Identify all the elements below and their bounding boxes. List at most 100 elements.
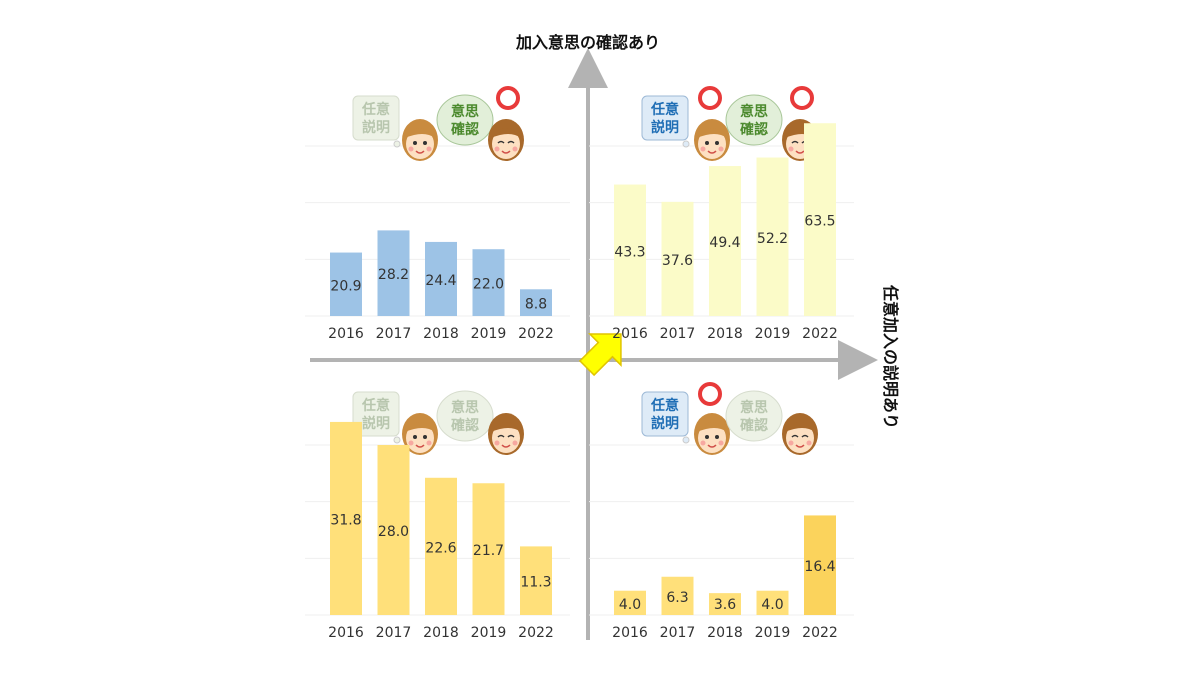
mouth-shape [415,150,425,154]
circle-mark-icon [496,86,520,110]
mouth-shape [501,150,511,154]
explanation-bubble-text: 任意 [361,397,390,414]
fringe-shape [405,128,435,138]
explanation-bubble-text: 任意 [650,397,679,414]
fringe-shape [697,422,727,432]
circle-mark-icon [698,86,722,110]
cheek-shape [426,146,432,152]
confirmation-bubble-text: 意思 [740,103,768,120]
x-tick-label: 2019 [755,625,791,641]
circle-mark-icon [698,382,722,406]
face-shape [492,423,520,453]
face-shape [406,423,434,453]
cheek-shape [700,440,706,446]
eye-shape [413,141,417,145]
cheek-shape [788,146,794,152]
bar [614,590,646,615]
mouth-shape [707,150,717,154]
explanation-bubble-text: 任意 [650,101,679,118]
explanation-bubble-shape [641,391,689,437]
mouth-shape [501,444,511,448]
x-tick-label: 2017 [376,625,412,641]
data-label: 49.4 [709,235,740,251]
bar [330,421,362,615]
vertical-axis-title: 加入意思の確認あり [515,33,660,52]
cheek-shape [408,146,414,152]
eye-shape [423,141,427,145]
bar [756,157,789,316]
data-label: 52.2 [757,231,788,247]
cheek-shape [718,440,724,446]
bubble-tail-shape [393,140,401,148]
bubble-tail-shape [393,436,401,444]
eye-shape [413,435,417,439]
bar [472,483,505,615]
data-label: 11.3 [520,575,551,591]
x-tick-label: 2018 [423,326,459,342]
data-label: 8.8 [525,297,547,313]
bar [756,590,789,615]
confirmation-bubble-text: 確認 [740,417,768,434]
x-tick-label: 2017 [660,326,696,342]
bar [661,576,694,615]
cheek-shape [700,146,706,152]
data-label: 4.0 [761,597,783,613]
data-label: 6.3 [666,590,688,606]
data-label: 24.4 [425,273,456,289]
fringe-shape [785,422,815,432]
confirmation-bubble-text: 確認 [740,121,768,138]
x-tick-label: 2022 [802,625,838,641]
circle-mark-icon [790,86,814,110]
data-label: 22.0 [473,277,504,293]
x-tick-label: 2022 [518,326,554,342]
fringe-shape [491,422,521,432]
mouth-shape [707,444,717,448]
x-tick-label: 2018 [423,625,459,641]
x-tick-label: 2017 [660,625,696,641]
mouth-shape [795,150,805,154]
cheek-shape [788,440,794,446]
confirmation-bubble-text: 確認 [451,121,479,138]
face-shape [786,423,814,453]
bar [709,593,741,615]
eye-shape [497,434,515,438]
bar [425,477,457,615]
confirmation-bubble-shape [725,94,783,146]
bar [425,241,457,316]
explanation-bubble-text: 説明 [362,415,390,432]
cheek-shape [494,440,500,446]
fringe-shape [491,128,521,138]
eye-shape [705,141,709,145]
x-tick-label: 2017 [376,326,412,342]
explanation-bubble-text: 任意 [361,101,390,118]
highlight-arrow-icon [578,333,622,377]
confirmation-bubble-text: 意思 [451,399,479,416]
face-shape [406,129,434,159]
data-label: 28.2 [378,267,409,283]
explanation-bubble-shape [352,95,400,141]
fringe-shape [405,422,435,432]
explanation-bubble-text: 説明 [362,119,390,136]
panel-bottom-left: 任意説明意思確認31.8201628.0201722.6201821.72019… [305,390,570,641]
x-tick-label: 2016 [328,326,364,342]
bar [661,201,694,316]
data-label: 22.6 [425,540,456,556]
bar [709,166,741,316]
eye-shape [423,435,427,439]
data-label: 63.5 [804,214,835,230]
eye-shape [497,140,515,144]
x-tick-label: 2016 [612,326,648,342]
fringe-shape [697,128,727,138]
bar [377,230,410,316]
confirmation-bubble-shape [436,390,494,442]
horizontal-axis-title: 任意加入の説明あり [881,284,900,429]
x-tick-label: 2018 [707,625,743,641]
face-shape [698,423,726,453]
cheek-shape [426,440,432,446]
